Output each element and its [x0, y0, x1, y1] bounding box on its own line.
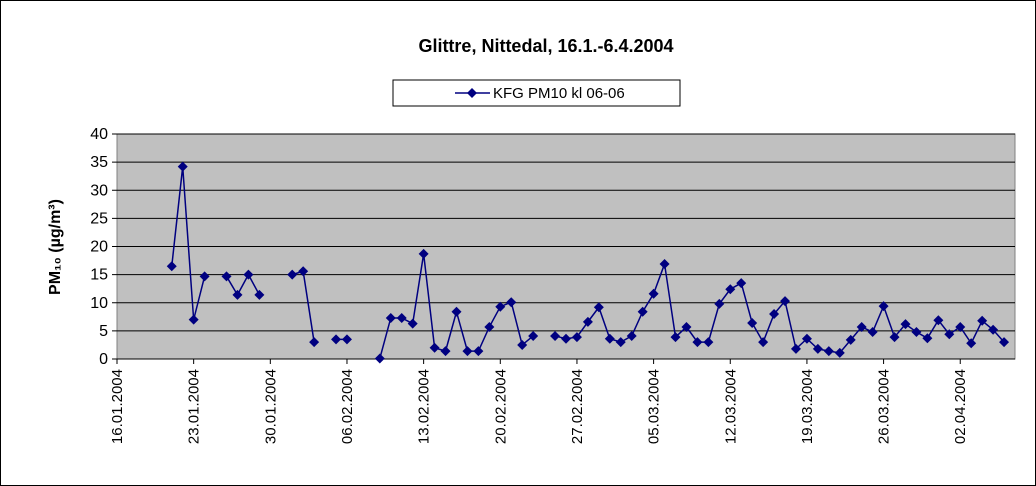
marker [758, 337, 769, 348]
marker [550, 330, 561, 341]
x-tick-label: 27.02.2004 [569, 369, 586, 444]
x-tick-label: 23.01.2004 [186, 369, 203, 444]
marker [845, 334, 856, 345]
marker [659, 258, 670, 269]
marker [812, 343, 823, 354]
marker [867, 327, 878, 337]
marker [725, 284, 736, 295]
marker [692, 337, 703, 348]
x-tick-label: 30.01.2004 [262, 369, 279, 444]
marker [188, 314, 199, 325]
y-tick-label: 35 [90, 154, 108, 171]
marker [593, 302, 604, 313]
marker [747, 318, 758, 328]
marker [670, 332, 681, 343]
marker [462, 346, 473, 357]
x-tick-label: 12.03.2004 [722, 369, 739, 444]
marker [528, 330, 539, 341]
marker [495, 301, 506, 312]
marker [473, 346, 484, 357]
marker [801, 333, 812, 344]
marker [999, 337, 1010, 348]
marker [331, 334, 342, 345]
marker [681, 321, 692, 332]
y-tick-label: 10 [90, 295, 108, 312]
marker [440, 346, 451, 357]
marker [407, 318, 418, 329]
marker [341, 334, 352, 345]
marker [878, 301, 889, 312]
marker [232, 289, 243, 300]
marker [298, 266, 309, 277]
marker [889, 332, 900, 343]
x-tick-label: 02.04.2004 [952, 369, 969, 444]
marker [648, 288, 659, 299]
marker [418, 248, 429, 259]
marker [703, 337, 714, 348]
marker [177, 161, 188, 172]
marker [396, 312, 407, 323]
x-tick-label: 16.01.2004 [109, 369, 126, 444]
marker [988, 324, 999, 335]
marker [484, 321, 495, 332]
marker [287, 269, 298, 280]
marker [582, 316, 593, 327]
marker [506, 297, 517, 308]
x-tick-label: 06.02.2004 [339, 369, 356, 444]
y-axis-label: PM₁₀ (µg/m³) [47, 199, 64, 295]
y-tick-label: 0 [99, 351, 108, 368]
y-tick-label: 5 [99, 323, 108, 340]
marker [790, 343, 801, 354]
x-tick-label: 05.03.2004 [646, 369, 663, 444]
marker [309, 337, 320, 348]
marker [714, 298, 725, 309]
marker [933, 315, 944, 326]
y-tick-label: 20 [90, 239, 108, 256]
marker [900, 319, 911, 330]
x-tick-label: 20.02.2004 [492, 369, 509, 444]
marker [451, 306, 462, 317]
legend-label: KFG PM10 kl 06-06 [493, 85, 625, 102]
y-tick-label: 15 [90, 267, 108, 284]
legend [392, 79, 681, 107]
chart-title: Glittre, Nittedal, 16.1.-6.4.2004 [418, 36, 673, 56]
marker [769, 309, 780, 319]
marker [955, 321, 966, 332]
marker [911, 327, 922, 337]
marker [374, 353, 385, 364]
marker [856, 321, 867, 332]
marker [385, 312, 396, 323]
marker [944, 329, 955, 340]
x-tick-label: 26.03.2004 [876, 369, 893, 444]
legend-marker [467, 88, 477, 98]
y-tick-label: 25 [90, 210, 108, 227]
marker [166, 261, 177, 272]
marker [243, 269, 254, 280]
marker [823, 346, 834, 357]
marker [604, 333, 615, 344]
y-tick-label: 40 [90, 126, 108, 143]
marker [615, 337, 626, 348]
marker [571, 332, 582, 343]
x-tick-label: 19.03.2004 [799, 369, 816, 444]
y-tick-label: 30 [90, 182, 108, 199]
marker [517, 339, 528, 350]
marker [736, 278, 747, 289]
marker [626, 330, 637, 341]
marker [429, 342, 440, 353]
marker [966, 338, 977, 349]
marker [561, 333, 571, 344]
marker [922, 333, 933, 344]
marker [199, 271, 210, 282]
marker [221, 271, 232, 282]
marker [780, 296, 791, 307]
marker [254, 289, 265, 300]
marker [977, 315, 988, 326]
marker [834, 347, 845, 358]
x-tick-label: 13.02.2004 [416, 369, 433, 444]
marker [637, 306, 648, 317]
